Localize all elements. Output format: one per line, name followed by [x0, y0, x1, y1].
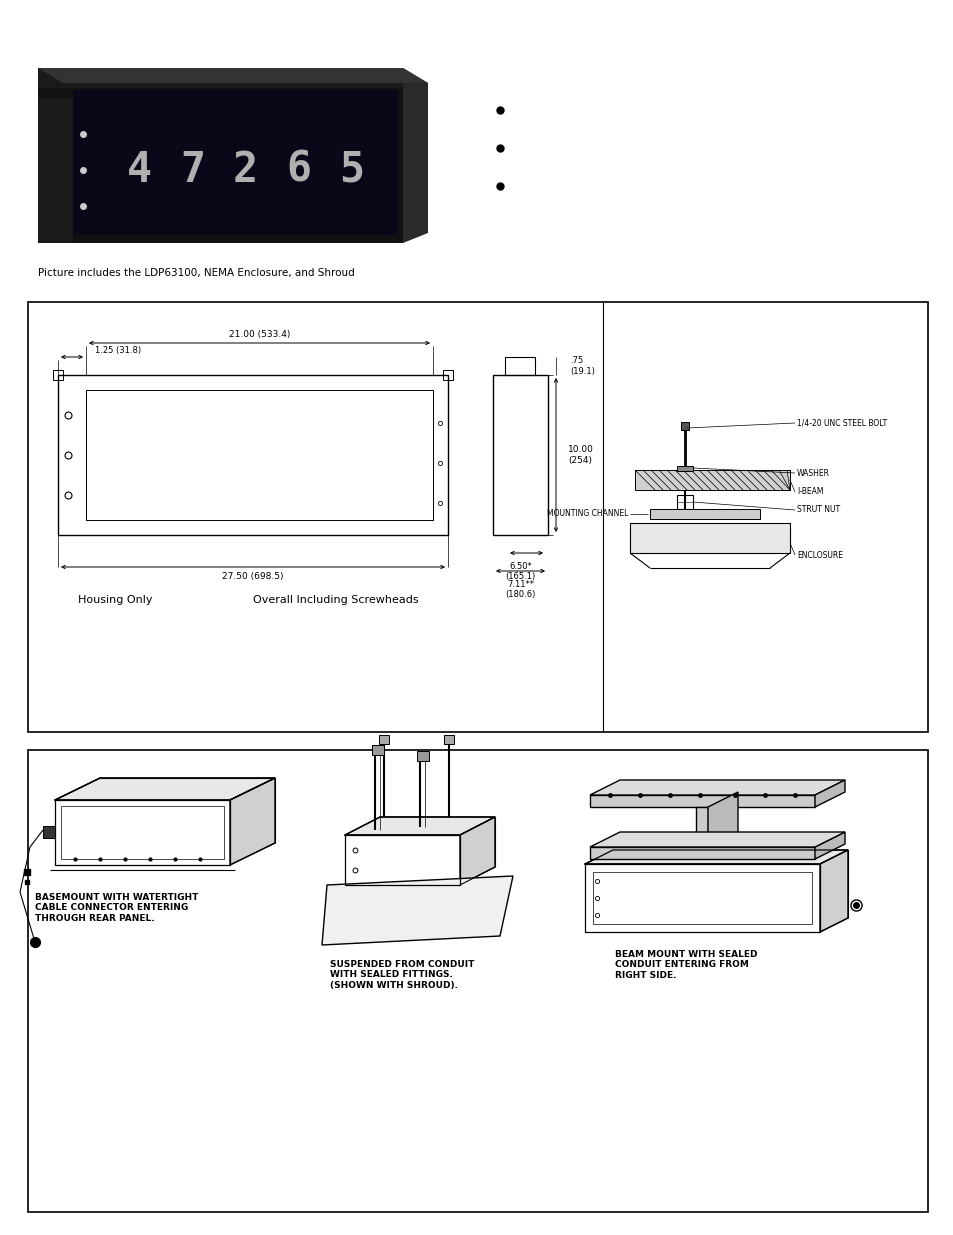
- Bar: [378, 735, 389, 743]
- Bar: [504, 357, 535, 375]
- Bar: [372, 745, 384, 755]
- Polygon shape: [820, 850, 847, 932]
- Text: 6: 6: [286, 148, 311, 190]
- Polygon shape: [589, 781, 844, 795]
- Text: WASHER: WASHER: [796, 468, 829, 478]
- Bar: [680, 422, 688, 430]
- Text: 5: 5: [338, 148, 364, 190]
- Bar: [58, 375, 448, 535]
- Bar: [345, 835, 459, 885]
- Text: 27.50 (698.5): 27.50 (698.5): [222, 572, 283, 580]
- Bar: [649, 509, 760, 519]
- Polygon shape: [814, 781, 844, 806]
- Polygon shape: [814, 832, 844, 860]
- Polygon shape: [589, 795, 814, 806]
- Text: Picture includes the LDP63100, NEMA Enclosure, and Shroud: Picture includes the LDP63100, NEMA Encl…: [38, 268, 355, 278]
- Text: 7: 7: [180, 148, 205, 190]
- Bar: [677, 466, 692, 471]
- Text: 21.00 (533.4): 21.00 (533.4): [229, 331, 290, 340]
- Polygon shape: [230, 778, 274, 864]
- Bar: [493, 375, 547, 535]
- Text: 10.00
(254): 10.00 (254): [567, 446, 594, 464]
- Text: 1/4-20 UNC STEEL BOLT: 1/4-20 UNC STEEL BOLT: [796, 419, 886, 427]
- Polygon shape: [707, 792, 738, 847]
- Text: ENCLOSURE: ENCLOSURE: [796, 551, 842, 559]
- Bar: [53, 370, 63, 380]
- Text: 7.11**
(180.6): 7.11** (180.6): [505, 580, 536, 599]
- Polygon shape: [696, 806, 707, 847]
- Bar: [28, 303, 927, 732]
- Polygon shape: [322, 876, 513, 945]
- Text: MOUNTING CHANNEL: MOUNTING CHANNEL: [546, 510, 627, 519]
- Polygon shape: [589, 832, 844, 847]
- Bar: [629, 522, 789, 553]
- Bar: [442, 370, 453, 380]
- Polygon shape: [459, 818, 495, 885]
- Polygon shape: [38, 68, 428, 83]
- Text: BEAM MOUNT WITH SEALED
CONDUIT ENTERING FROM
RIGHT SIDE.: BEAM MOUNT WITH SEALED CONDUIT ENTERING …: [615, 950, 757, 979]
- Text: .75
(19.1): .75 (19.1): [569, 357, 595, 375]
- Bar: [28, 750, 927, 1212]
- Bar: [635, 471, 789, 490]
- Polygon shape: [38, 68, 402, 98]
- Bar: [593, 872, 811, 924]
- Bar: [43, 826, 55, 839]
- Bar: [55, 800, 230, 864]
- Text: Housing Only: Housing Only: [78, 595, 152, 605]
- Text: SUSPENDED FROM CONDUIT
WITH SEALED FITTINGS.
(SHOWN WITH SHROUD).: SUSPENDED FROM CONDUIT WITH SEALED FITTI…: [330, 960, 474, 989]
- Bar: [86, 390, 433, 520]
- Bar: [444, 735, 454, 743]
- Text: 6.50*
(165.1): 6.50* (165.1): [505, 562, 535, 582]
- Text: 4: 4: [127, 148, 152, 190]
- Text: STRUT NUT: STRUT NUT: [796, 505, 840, 515]
- Polygon shape: [584, 850, 847, 864]
- Polygon shape: [55, 778, 274, 800]
- Polygon shape: [38, 88, 402, 243]
- Polygon shape: [402, 68, 428, 243]
- Text: BASEMOUNT WITH WATERTIGHT
CABLE CONNECTOR ENTERING
THROUGH REAR PANEL.: BASEMOUNT WITH WATERTIGHT CABLE CONNECTO…: [35, 893, 198, 923]
- Bar: [677, 495, 692, 509]
- Text: I-BEAM: I-BEAM: [796, 488, 822, 496]
- Bar: [416, 751, 429, 761]
- Text: 2: 2: [233, 148, 257, 190]
- Polygon shape: [345, 818, 495, 835]
- Polygon shape: [73, 90, 397, 235]
- Polygon shape: [38, 98, 73, 243]
- Bar: [584, 864, 820, 932]
- Bar: [61, 806, 224, 860]
- Text: 1.25 (31.8): 1.25 (31.8): [95, 346, 141, 354]
- Text: Overall Including Screwheads: Overall Including Screwheads: [253, 595, 418, 605]
- Polygon shape: [589, 847, 814, 860]
